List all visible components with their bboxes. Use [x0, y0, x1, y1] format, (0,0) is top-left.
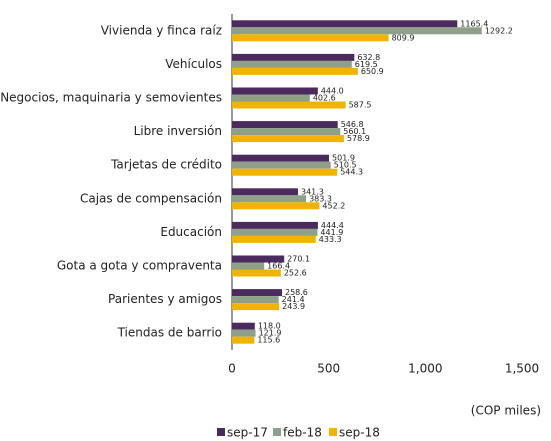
legend-label: feb-18 [283, 426, 322, 440]
bar [232, 27, 482, 35]
x-tick-label: 0 [228, 362, 236, 376]
category-label: Libre inversión [134, 124, 222, 138]
value-label: 452.2 [322, 201, 345, 210]
bar [232, 195, 307, 203]
bar [232, 94, 310, 102]
value-label: 115.6 [257, 336, 280, 345]
value-label: 578.9 [347, 134, 370, 143]
value-label: 402.6 [313, 94, 336, 103]
value-label: 560.1 [343, 127, 366, 136]
value-label: 252.6 [284, 269, 307, 278]
value-label: 433.3 [319, 235, 342, 244]
value-label: 1292.2 [485, 26, 513, 35]
value-label: 444.0 [321, 87, 344, 96]
value-label: 501.9 [332, 154, 355, 163]
legend-label: sep-17 [227, 426, 268, 440]
bar [232, 228, 318, 236]
bar [232, 87, 318, 95]
x-tick-label: 1,500 [505, 362, 539, 376]
bar [232, 121, 338, 129]
bar [232, 60, 352, 68]
bar [232, 202, 320, 210]
value-label: 243.9 [282, 302, 305, 311]
x-tick-label: 1,000 [408, 362, 442, 376]
legend-swatch [217, 428, 225, 436]
bar [232, 289, 282, 297]
bar [232, 255, 285, 263]
legend-swatch [329, 428, 337, 436]
bar [232, 188, 298, 196]
category-label: Tarjetas de crédito [110, 158, 222, 172]
value-label: 546.8 [341, 120, 364, 129]
category-label: Parientes y amigos [108, 292, 222, 306]
bar [232, 269, 281, 277]
value-label: 241.4 [282, 295, 305, 304]
bar [232, 322, 255, 330]
category-label: Cajas de compensación [80, 191, 222, 205]
x-tick-label: 500 [317, 362, 340, 376]
value-label: 258.6 [285, 288, 308, 297]
value-label: 441.9 [320, 228, 343, 237]
legend-swatch [273, 428, 281, 436]
value-label: 809.9 [392, 33, 415, 42]
bar [232, 221, 318, 229]
bar [232, 168, 338, 176]
bar [232, 53, 355, 61]
value-label: 1165.4 [460, 19, 488, 28]
value-label: 444.4 [321, 221, 344, 230]
x-axis-label: (COP miles) [471, 404, 541, 418]
legend-label: sep-18 [339, 426, 380, 440]
bar [232, 67, 358, 75]
category-label: Tiendas de barrio [117, 326, 222, 340]
value-label: 166.4 [267, 262, 290, 271]
bar [232, 235, 316, 243]
value-label: 383.3 [309, 194, 332, 203]
value-label: 632.8 [357, 53, 380, 62]
category-label: Vehículos [165, 57, 222, 71]
value-label: 341.3 [301, 187, 324, 196]
value-label: 270.1 [287, 255, 310, 264]
bar [232, 128, 341, 136]
category-label: Gota a gota y compraventa [57, 259, 222, 273]
value-label: 510.5 [334, 161, 357, 170]
category-label: Negocios, maquinaria y semovientes [0, 91, 222, 105]
bar [232, 303, 280, 311]
bar [232, 329, 256, 337]
value-label: 587.5 [349, 101, 372, 110]
category-label: Educación [160, 225, 222, 239]
bar [232, 135, 344, 143]
value-label: 544.3 [340, 168, 363, 177]
bar [232, 262, 265, 270]
value-label: 118.0 [258, 322, 281, 331]
category-label: Vivienda y finca raíz [101, 23, 222, 37]
value-label: 619.5 [355, 60, 378, 69]
bar [232, 101, 346, 109]
bar [232, 154, 330, 162]
bar [232, 34, 389, 42]
value-label: 121.9 [259, 329, 282, 338]
bar [232, 20, 458, 28]
bar [232, 161, 331, 169]
bar [232, 296, 279, 304]
bar [232, 336, 255, 344]
value-label: 650.9 [361, 67, 384, 76]
